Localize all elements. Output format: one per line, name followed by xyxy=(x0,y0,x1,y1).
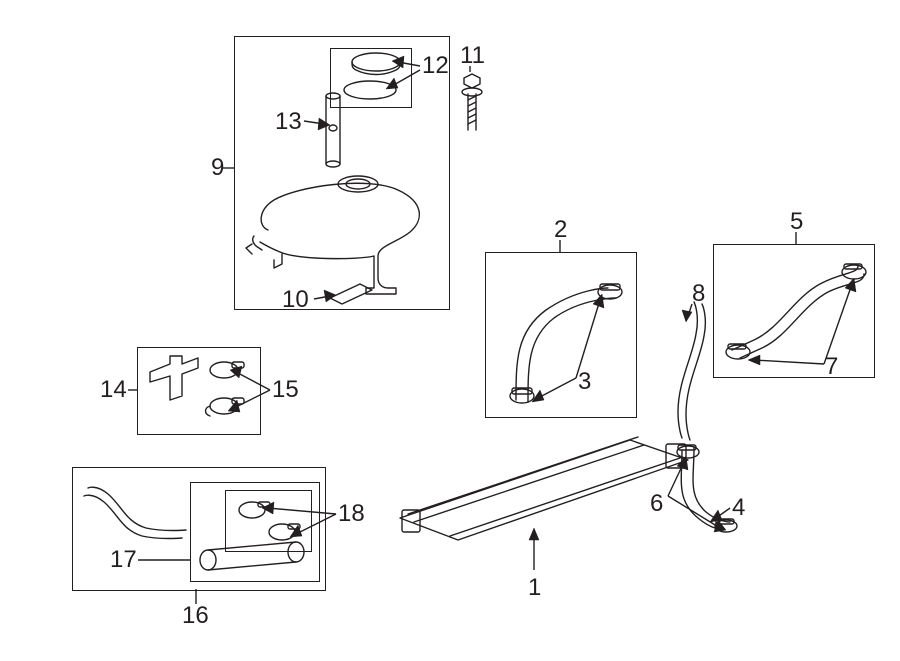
callout-2: 2 xyxy=(554,218,567,242)
callout-15: 15 xyxy=(272,378,299,402)
callout-17: 17 xyxy=(110,548,137,572)
callout-14: 14 xyxy=(100,378,127,402)
callout-12: 12 xyxy=(422,54,449,78)
parts-diagram: 1 2 3 4 5 6 7 8 9 10 11 12 13 14 15 16 1… xyxy=(0,0,900,661)
callout-9: 9 xyxy=(211,156,224,180)
callout-4: 4 xyxy=(732,496,745,520)
callout-8: 8 xyxy=(692,282,705,306)
callout-6: 6 xyxy=(650,492,663,516)
callout-5: 5 xyxy=(790,210,803,234)
callout-16: 16 xyxy=(182,604,209,628)
callout-1: 1 xyxy=(528,576,541,600)
callout-18: 18 xyxy=(338,502,365,526)
callout-7: 7 xyxy=(825,355,838,379)
callout-10: 10 xyxy=(282,288,309,312)
callout-11: 11 xyxy=(460,44,485,68)
callout-3: 3 xyxy=(578,370,591,394)
callout-13: 13 xyxy=(275,110,302,134)
